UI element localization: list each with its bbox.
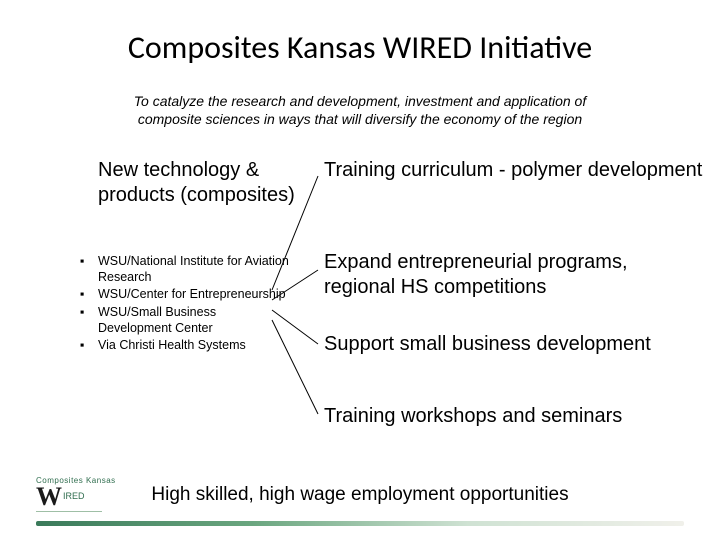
slide-title: Composites Kansas WIRED Initiative (0, 28, 720, 67)
logo: Composites Kansas WIRED (36, 476, 116, 520)
bullet-dot-icon: ▪ (80, 254, 98, 285)
bullet-dot-icon: ▪ (80, 305, 98, 336)
left-heading: New technology & products (composites) (98, 158, 298, 208)
bullet-list: ▪ WSU/National Institute for Aviation Re… (80, 254, 290, 356)
list-item-label: Via Christi Health Systems (98, 338, 246, 354)
outcome-item: Expand entrepreneurial programs, regiona… (324, 250, 704, 300)
list-item-label: WSU/Small Business Development Center (98, 305, 290, 336)
bullet-dot-icon: ▪ (80, 287, 98, 303)
outcome-item: Training workshops and seminars (324, 404, 704, 429)
list-item: ▪ WSU/National Institute for Aviation Re… (80, 254, 290, 285)
outcome-item: Support small business development (324, 332, 704, 357)
list-item-label: WSU/National Institute for Aviation Rese… (98, 254, 290, 285)
list-item: ▪ Via Christi Health Systems (80, 338, 290, 354)
list-item: ▪ WSU/Center for Entrepreneurship (80, 287, 290, 303)
logo-ired-text: IRED (63, 491, 85, 501)
slide-subtitle: To catalyze the research and development… (100, 92, 620, 128)
slide: Composites Kansas WIRED Initiative To ca… (0, 0, 720, 540)
logo-underline (36, 511, 102, 512)
list-item: ▪ WSU/Small Business Development Center (80, 305, 290, 336)
bullet-dot-icon: ▪ (80, 338, 98, 354)
list-item-label: WSU/Center for Entrepreneurship (98, 287, 286, 303)
bottom-divider (36, 521, 684, 526)
logo-w-icon: W (36, 487, 62, 508)
outcome-item: Training curriculum - polymer developmen… (324, 158, 704, 183)
